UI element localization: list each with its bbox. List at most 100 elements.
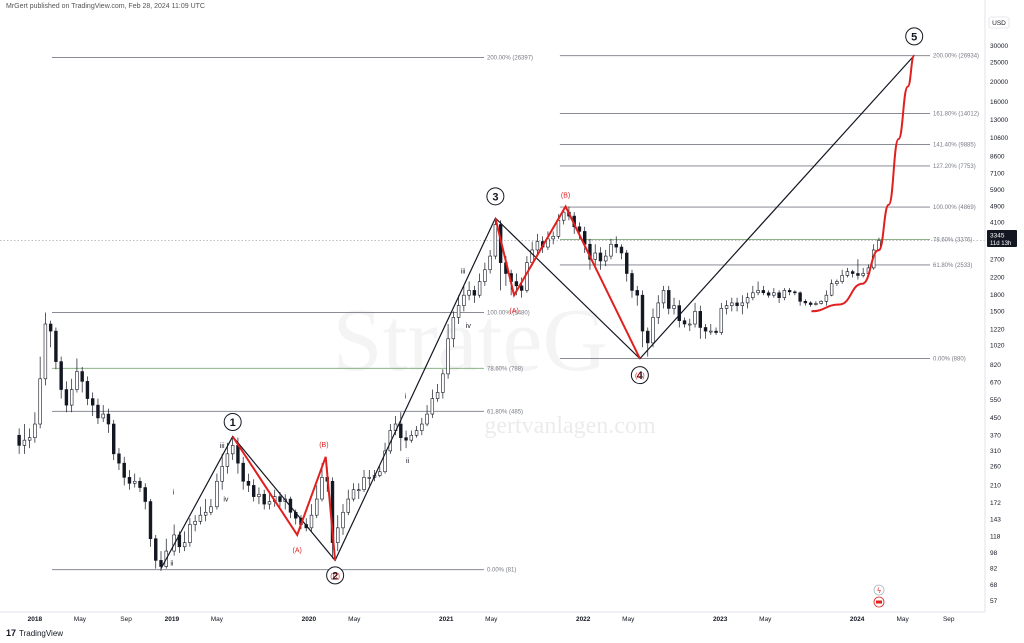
- lightning-glyph: ϟ: [877, 587, 882, 595]
- candle-body: [414, 430, 419, 436]
- candle-body: [367, 477, 371, 479]
- lightning-event-icon[interactable]: [873, 584, 885, 596]
- wave-label: 4: [637, 370, 644, 382]
- candle-body: [159, 560, 163, 567]
- candle-body: [96, 404, 100, 419]
- candle-body: [182, 542, 187, 548]
- candle-body: [672, 305, 676, 309]
- y-tick-label: 16000: [990, 99, 1008, 106]
- candle-body: [787, 290, 792, 293]
- candle-body: [667, 290, 671, 309]
- fib-label: 200.00% (26934): [933, 54, 979, 60]
- y-tick-label: 25000: [990, 59, 1008, 66]
- candle-body: [351, 489, 356, 500]
- countdown-label: 11d 13h: [990, 241, 1011, 247]
- event-icons[interactable]: ϟ: [873, 584, 885, 608]
- candle-body: [756, 290, 760, 294]
- candle-body: [246, 480, 251, 486]
- candle-body: [467, 290, 471, 296]
- y-tick-label: 4900: [990, 204, 1005, 211]
- candle-body: [745, 297, 750, 304]
- candle-body: [535, 241, 540, 251]
- y-tick-label: 172: [990, 500, 1001, 507]
- candle-body: [656, 302, 660, 318]
- price-tag: 3345 11d 13h: [987, 230, 1017, 247]
- candle-body: [819, 301, 823, 304]
- y-tick-label: 2700: [990, 256, 1005, 263]
- candle-body: [241, 462, 245, 482]
- candle-body: [724, 305, 729, 309]
- fib-label: 61.80% (2533): [933, 263, 972, 269]
- candle-body: [425, 413, 429, 425]
- candle-body: [730, 302, 734, 306]
- candle-body: [766, 292, 771, 296]
- subwave-label: ii: [170, 560, 174, 567]
- candle-body: [203, 511, 208, 516]
- y-tick-label: 20000: [990, 79, 1008, 86]
- corrective-label: (C): [635, 373, 645, 380]
- candle-body: [336, 527, 340, 543]
- y-tick-label: 118: [990, 533, 1001, 540]
- candle-body: [709, 330, 713, 333]
- candle-body: [341, 511, 345, 529]
- candle-body: [861, 273, 865, 276]
- projection-curve: [811, 54, 916, 313]
- candle-body: [456, 305, 461, 318]
- candle-body: [112, 423, 116, 455]
- candle-body: [215, 480, 219, 508]
- y-tick-label: 820: [990, 362, 1001, 369]
- candle-body: [17, 434, 21, 446]
- candle-body: [133, 480, 137, 484]
- x-tick-label: 2023: [713, 616, 728, 623]
- fib-label: 61.80% (485): [487, 409, 523, 415]
- y-tick-label: 5900: [990, 187, 1005, 194]
- candle-body: [556, 219, 561, 237]
- x-tick-label: Sep: [120, 616, 132, 623]
- fib-label: 0.00% (880): [933, 357, 966, 363]
- time-axis[interactable]: 2018 May Sep 2019 May 2020 May 2021 May 2022 May 20…: [0, 611, 985, 623]
- tradingview-brand[interactable]: 17 TradingView: [6, 628, 63, 638]
- fib-label: 127.20% (7753): [933, 164, 976, 170]
- watermark-site: gertvanlagen.com: [484, 413, 656, 439]
- candle-body: [122, 462, 126, 478]
- candle-body: [198, 514, 203, 522]
- candle-body: [693, 311, 697, 325]
- candle-body: [483, 269, 487, 282]
- y-tick-label: 57: [990, 598, 998, 605]
- corrective-wave-line: [494, 204, 641, 360]
- x-tick-label: May: [896, 616, 909, 623]
- y-tick-label: 143: [990, 516, 1001, 523]
- candle-body: [278, 496, 282, 502]
- x-tick-label: May: [759, 616, 772, 623]
- candle-body: [346, 498, 350, 513]
- candle-body: [435, 392, 440, 399]
- candle-body: [761, 290, 766, 294]
- candle-body: [148, 501, 153, 540]
- fib-label: 0.00% (81): [487, 568, 516, 574]
- wave-label-circle: [486, 187, 505, 206]
- candle-body: [803, 301, 808, 304]
- subwave-label: iii: [220, 443, 225, 450]
- candle-body: [682, 320, 687, 325]
- candle-body: [209, 506, 213, 513]
- y-tick-label: 1800: [990, 292, 1005, 299]
- price-axis[interactable]: USD 57 68 82 98 118 143 172 210 260 310 370 450 550 6…: [984, 0, 1010, 612]
- wave-label: 3: [492, 191, 498, 203]
- wave-label: 2: [332, 570, 338, 582]
- y-tick-label: 210: [990, 482, 1001, 489]
- x-tick-label: 2019: [165, 616, 180, 623]
- candle-body: [845, 271, 850, 276]
- candle-body: [829, 283, 834, 296]
- candle-body: [430, 398, 435, 415]
- fibonacci-levels: 0.00% (81) 61.80% (485) 78.60% (788) 100.00…: [0, 54, 985, 574]
- candle-body: [824, 294, 829, 302]
- y-tick-label: 13000: [990, 117, 1008, 124]
- currency-badge: [988, 16, 1010, 29]
- candle-body: [127, 477, 132, 484]
- tradingview-name: TradingView: [19, 628, 64, 638]
- candle-body: [472, 290, 477, 296]
- candle-body: [751, 292, 755, 298]
- wave-label: 5: [911, 31, 917, 43]
- subwave-label: ii: [406, 458, 410, 465]
